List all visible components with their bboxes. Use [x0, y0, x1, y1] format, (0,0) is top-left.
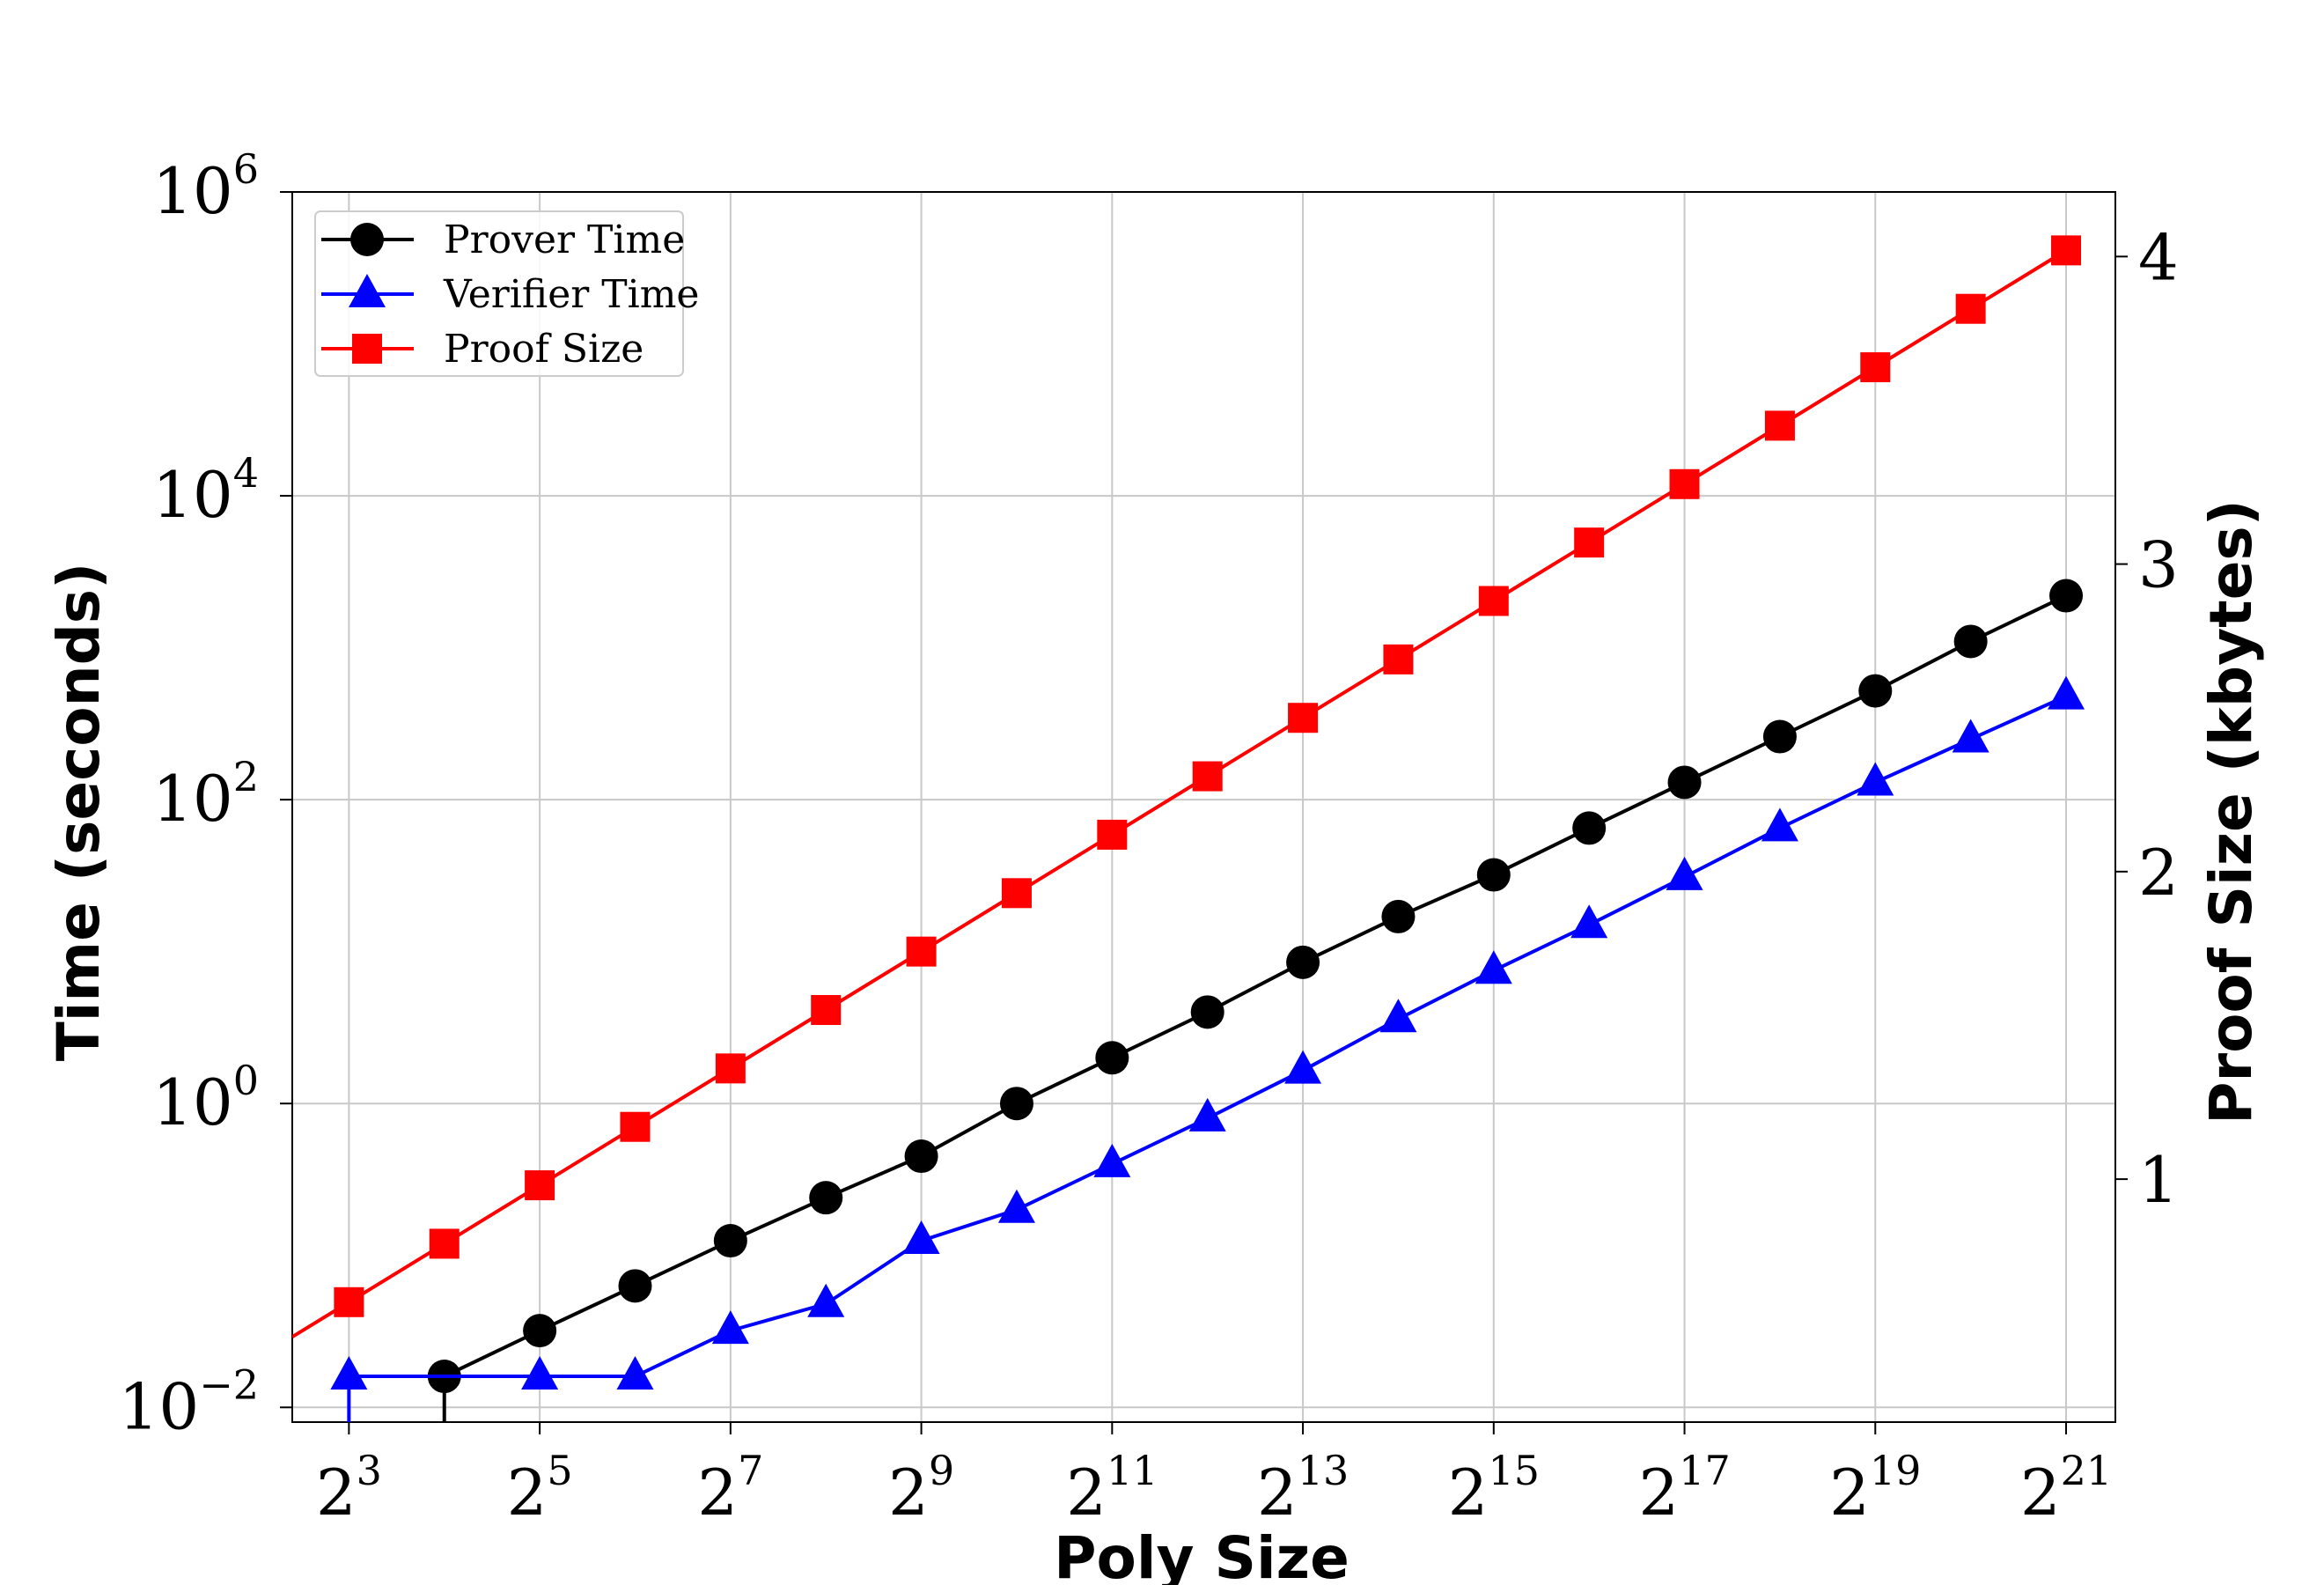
y-tick-label: 10−2 — [119, 1360, 259, 1443]
x-tick-label: 219 — [1829, 1447, 1921, 1530]
x-tick-label: 221 — [2020, 1447, 2112, 1530]
legend-box — [314, 210, 684, 377]
prover-time-point — [1476, 858, 1511, 892]
x-tick-label: 27 — [697, 1447, 763, 1530]
verifier-time-point — [997, 1189, 1035, 1223]
y-tick-label: 106 — [152, 145, 259, 228]
proof-size-point — [429, 1228, 460, 1259]
y2-tick-label: 1 — [2138, 1143, 2179, 1217]
y-tick-label: 102 — [152, 753, 259, 836]
prover-time-point — [1858, 674, 1893, 708]
verifier-time-point — [711, 1310, 749, 1345]
prover-time-point — [1667, 765, 1702, 800]
prover-time-point — [1286, 945, 1320, 979]
prover-time-point — [1762, 719, 1797, 754]
verifier-time-point — [1761, 807, 1798, 842]
verifier-time-point — [1570, 904, 1608, 939]
x-tick-label: 215 — [1448, 1447, 1540, 1530]
prover-time-point — [809, 1181, 843, 1215]
prover-time-point — [1095, 1041, 1129, 1075]
prover-time-point — [1953, 624, 1988, 659]
prover-time-point — [904, 1139, 938, 1174]
proof-size-point — [1192, 761, 1223, 792]
series-group — [292, 235, 2085, 1422]
prover-time-point — [1381, 899, 1416, 933]
verifier-time-point — [1475, 950, 1512, 984]
x-tick-label: 23 — [316, 1447, 382, 1530]
legend-marker-verifier-time — [349, 274, 386, 307]
proof-size-point — [811, 995, 842, 1026]
verifier-time-point — [2048, 675, 2085, 710]
y2-tick-label: 4 — [2138, 220, 2179, 294]
x-axis-label: Poly Size — [1054, 1524, 1350, 1585]
verifier-time-point — [807, 1283, 845, 1317]
proof-size-point — [2051, 235, 2082, 266]
proof-size-series — [292, 235, 2082, 1338]
prover-time-point — [1572, 811, 1607, 845]
proof-size-point — [1764, 410, 1795, 441]
prover-time-point — [2049, 579, 2084, 613]
proof-size-point — [525, 1170, 555, 1201]
proof-size-point — [715, 1053, 746, 1084]
legend-label-verifier-time: Verifier Time — [443, 272, 699, 317]
prover-time-point — [523, 1314, 557, 1348]
verifier-time-point — [1093, 1143, 1131, 1177]
legend-marker-prover-time — [350, 223, 384, 256]
proof-size-point — [1574, 527, 1605, 558]
y2-tick-label: 3 — [2138, 528, 2179, 602]
x-tick-label: 211 — [1066, 1447, 1158, 1530]
verifier-time-point — [902, 1220, 940, 1255]
y2-axis-label: Proof Size (kbytes) — [2197, 499, 2265, 1124]
verifier-time-line — [349, 694, 2067, 1379]
y-tick-label: 104 — [152, 449, 259, 532]
verifier-time-point — [1379, 999, 1417, 1033]
plot-frame — [291, 191, 2116, 1423]
x-tick-label: 25 — [507, 1447, 573, 1530]
x-tick-label: 29 — [888, 1447, 954, 1530]
proof-size-point — [1478, 586, 1509, 616]
x-tick-label: 213 — [1257, 1447, 1349, 1530]
verifier-time-series — [330, 675, 2085, 1422]
verifier-time-point — [616, 1356, 654, 1390]
proof-size-point — [1001, 878, 1032, 909]
verifier-time-point — [1952, 719, 1989, 753]
y2-tick-label: 2 — [2138, 836, 2179, 910]
proof-size-point — [334, 1286, 364, 1317]
prover-time-point — [618, 1269, 652, 1303]
proof-size-point — [906, 936, 937, 967]
proof-size-point — [1383, 644, 1414, 675]
legend-label-prover-time: Prover Time — [444, 217, 685, 262]
verifier-time-point — [1857, 762, 1894, 796]
y-tick-label: 100 — [152, 1057, 259, 1139]
proof-size-point — [1288, 703, 1319, 734]
proof-size-point — [620, 1111, 651, 1142]
verifier-time-point — [1188, 1097, 1226, 1132]
legend-marker-proof-size — [352, 334, 382, 364]
proof-size-point — [1955, 293, 1986, 324]
prover-time-point — [713, 1224, 747, 1258]
verifier-time-point — [330, 1356, 368, 1390]
x-tick-label: 217 — [1638, 1447, 1730, 1530]
verifier-time-point — [521, 1356, 559, 1390]
legend: Prover Time Verifier Time Proof Size — [314, 210, 699, 377]
verifier-time-point — [1666, 856, 1703, 890]
axis-ticks: 23 25 27 29 211 213 215 217 219 22110−21001021041… — [119, 145, 2179, 1530]
proof-size-point — [1860, 352, 1891, 383]
verifier-time-point — [1284, 1050, 1322, 1084]
proof-size-point — [1669, 468, 1700, 499]
y-axis-label: Time (seconds) — [45, 563, 113, 1062]
prover-time-point — [1190, 995, 1225, 1029]
proof-size-point — [1097, 819, 1128, 850]
prover-time-series — [427, 579, 2084, 1422]
prover-time-point — [999, 1087, 1033, 1121]
legend-label-proof-size: Proof Size — [444, 327, 644, 372]
prover-time-line — [443, 593, 2067, 1378]
